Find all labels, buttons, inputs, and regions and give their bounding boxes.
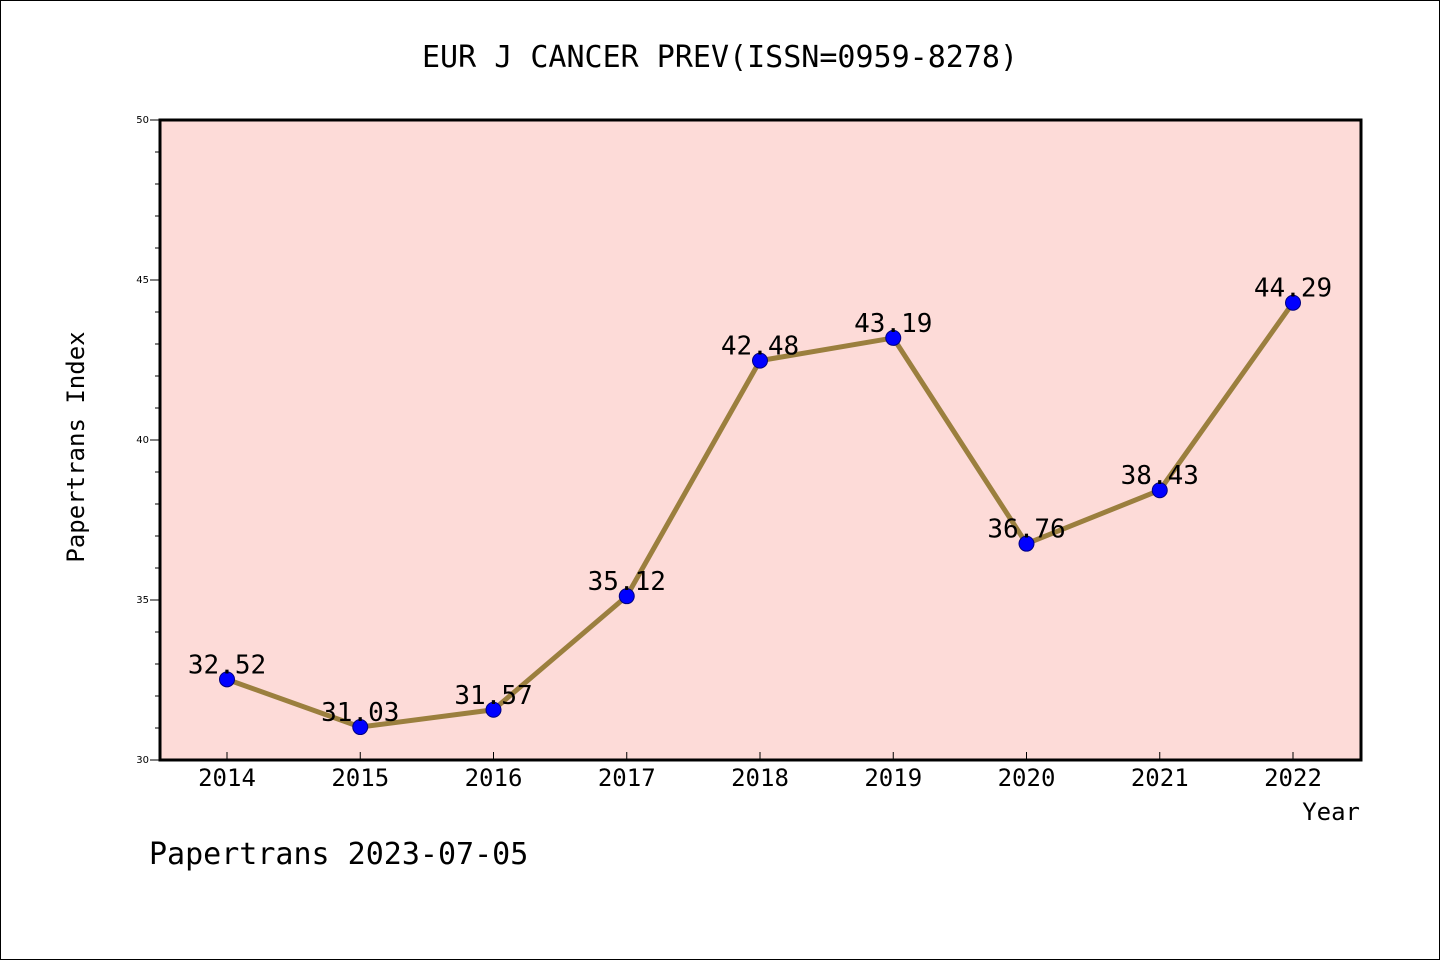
data-labels: 32.52 31.03 31.57 35.12 42.48 43.19 36.76 38.43… [188, 274, 1332, 728]
data-point-marker [618, 588, 635, 605]
footer-text: Papertrans 2023-07-05 [149, 837, 528, 872]
x-axis-label: Year [1302, 798, 1360, 826]
plot-border [158, 118, 1363, 762]
data-label: 35.12 [588, 567, 666, 597]
data-label: 31.03 [321, 698, 399, 728]
data-point-marker [219, 671, 235, 688]
y-axis-label: Papertrans Index [62, 331, 90, 562]
x-tick-label: 2014 [198, 764, 256, 792]
data-label: 43.19 [854, 309, 932, 339]
y-tick-label: 45 [136, 275, 149, 286]
x-tick-label: 2021 [1131, 764, 1189, 792]
y-tick-label: 35 [136, 595, 149, 606]
chart-title: EUR J CANCER PREV(ISSN=0959-8278) [422, 40, 1018, 75]
y-tick-label: 50 [136, 115, 149, 126]
data-point-marker [352, 719, 369, 736]
y-tick-label: 40 [136, 435, 149, 446]
x-tick-label: 2020 [998, 764, 1056, 792]
data-label: 36.76 [987, 515, 1065, 545]
x-tick-label: 2019 [864, 764, 922, 792]
data-point-marker [752, 352, 768, 369]
data-label: 32.52 [188, 650, 266, 680]
x-tick-label: 2017 [598, 764, 656, 792]
plot-area [160, 120, 1361, 760]
data-markers [219, 294, 1301, 736]
data-point-marker [1285, 294, 1301, 311]
data-point-marker [1151, 482, 1168, 499]
data-label: 31.57 [454, 681, 532, 711]
x-axis-ticks: 2014 2015 2016 2017 2018 2019 2020 2021 2022 [198, 752, 1322, 792]
y-tick-label: 30 [136, 755, 149, 766]
data-point-marker [485, 701, 502, 718]
data-point-marker [885, 329, 902, 346]
data-label: 42.48 [721, 332, 799, 362]
x-tick-label: 2016 [465, 764, 523, 792]
x-tick-label: 2015 [331, 764, 389, 792]
data-point-marker [1018, 535, 1035, 552]
data-label: 44.29 [1254, 274, 1332, 304]
y-axis-ticks: 30 35 40 45 50 [136, 115, 160, 766]
x-tick-label: 2022 [1264, 764, 1322, 792]
data-label: 38.43 [1121, 461, 1199, 491]
x-tick-label: 2018 [731, 764, 789, 792]
